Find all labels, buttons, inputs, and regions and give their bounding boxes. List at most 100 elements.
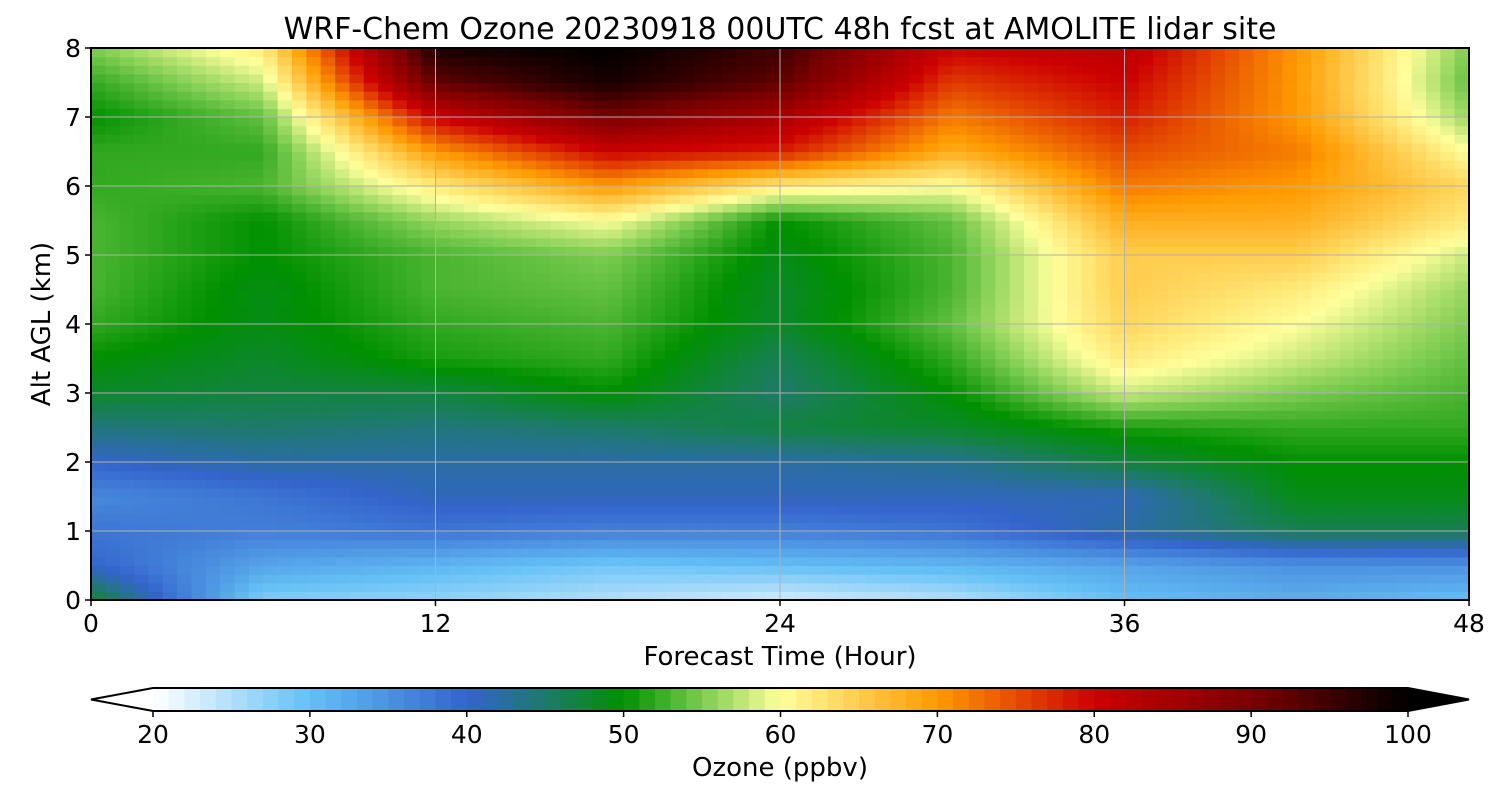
heatmap-cell xyxy=(708,496,724,506)
heatmap-cell xyxy=(607,289,623,299)
heatmap-cell xyxy=(1110,211,1126,222)
heatmap-cell xyxy=(1425,280,1441,291)
heatmap-cell xyxy=(780,513,795,523)
heatmap-cell xyxy=(177,289,193,299)
heatmap-cell xyxy=(607,186,623,196)
heatmap-cell xyxy=(607,418,623,429)
heatmap-cell xyxy=(1181,263,1197,273)
heatmap-cell xyxy=(134,591,150,601)
heatmap-cell xyxy=(636,220,652,230)
heatmap-cell xyxy=(1124,168,1140,178)
heatmap-cell xyxy=(177,582,193,592)
heatmap-cell xyxy=(1454,246,1470,256)
heatmap-cell xyxy=(1311,220,1327,230)
heatmap-cell xyxy=(1382,306,1398,316)
heatmap-cell xyxy=(1382,522,1398,532)
heatmap-cell xyxy=(765,418,781,429)
heatmap-cell xyxy=(91,367,106,377)
heatmap-cell xyxy=(378,470,394,480)
heatmap-cell xyxy=(263,246,279,256)
heatmap-cell xyxy=(765,556,781,567)
heatmap-cell xyxy=(492,531,508,541)
heatmap-cell xyxy=(191,151,207,161)
heatmap-cell xyxy=(880,160,896,170)
heatmap-cell xyxy=(1138,479,1154,489)
heatmap-cell xyxy=(1052,315,1068,325)
heatmap-cell xyxy=(1038,272,1054,282)
heatmap-cell xyxy=(550,393,566,403)
heatmap-cell xyxy=(579,298,594,308)
heatmap-cell xyxy=(220,255,236,265)
heatmap-cell xyxy=(435,565,451,575)
heatmap-cell xyxy=(794,151,810,161)
heatmap-cell xyxy=(363,531,379,541)
heatmap-cell xyxy=(679,393,695,403)
heatmap-cell xyxy=(1354,255,1370,265)
heatmap-cell xyxy=(851,349,867,360)
heatmap-cell xyxy=(421,237,437,247)
heatmap-cell xyxy=(1038,315,1054,325)
heatmap-cell xyxy=(1138,522,1154,532)
heatmap-cell xyxy=(191,255,207,265)
heatmap-cell xyxy=(765,453,781,463)
heatmap-cell xyxy=(507,487,523,498)
heatmap-cell xyxy=(177,384,193,394)
heatmap-cell xyxy=(1397,444,1413,454)
heatmap-cell xyxy=(894,246,910,256)
heatmap-cell xyxy=(1425,272,1441,282)
heatmap-cell xyxy=(191,289,207,299)
heatmap-cell xyxy=(464,565,480,575)
heatmap-cell xyxy=(392,513,408,523)
heatmap-cell xyxy=(808,565,824,575)
heatmap-cell xyxy=(966,160,982,170)
heatmap-cell xyxy=(794,462,810,472)
heatmap-cell xyxy=(751,220,767,230)
heatmap-cell xyxy=(1282,211,1298,222)
heatmap-cell xyxy=(1440,513,1456,523)
heatmap-cell xyxy=(1196,186,1212,196)
heatmap-cell xyxy=(1210,246,1226,256)
heatmap-cell xyxy=(1339,522,1355,532)
heatmap-cell xyxy=(248,203,264,213)
heatmap-cell xyxy=(220,418,236,429)
heatmap-cell xyxy=(1167,263,1183,273)
heatmap-cell xyxy=(1138,315,1154,325)
heatmap-cell xyxy=(1196,418,1212,429)
heatmap-cell xyxy=(335,418,350,429)
heatmap-cell xyxy=(622,513,638,523)
heatmap-cell xyxy=(119,487,135,498)
heatmap-cell xyxy=(866,401,882,411)
heatmap-cell xyxy=(607,255,623,265)
heatmap-cell xyxy=(622,591,638,601)
heatmap-cell xyxy=(320,255,336,265)
heatmap-cell xyxy=(808,418,824,429)
heatmap-cell xyxy=(1440,462,1456,472)
heatmap-cell xyxy=(1425,513,1441,523)
heatmap-cell xyxy=(478,436,494,446)
heatmap-cell xyxy=(564,246,580,256)
heatmap-cell xyxy=(780,298,795,308)
heatmap-cell xyxy=(535,393,551,403)
heatmap-cell xyxy=(1397,539,1413,549)
heatmap-cell xyxy=(507,531,523,541)
heatmap-cell xyxy=(607,272,623,282)
heatmap-cell xyxy=(937,280,953,291)
heatmap-cell xyxy=(205,418,221,429)
heatmap-cell xyxy=(263,427,279,437)
heatmap-cell xyxy=(1052,367,1068,377)
heatmap-cell xyxy=(134,168,150,178)
heatmap-cell xyxy=(1368,367,1384,377)
heatmap-cell xyxy=(1052,531,1068,541)
heatmap-cell xyxy=(1239,237,1255,247)
heatmap-cell xyxy=(1411,237,1427,247)
heatmap-cell xyxy=(1354,168,1370,178)
heatmap-cell xyxy=(492,513,508,523)
heatmap-cell xyxy=(363,565,379,575)
heatmap-cell xyxy=(335,375,350,385)
heatmap-cell xyxy=(966,229,982,239)
heatmap-cell xyxy=(1038,194,1054,204)
heatmap-cell xyxy=(392,263,408,273)
heatmap-cell xyxy=(335,194,350,204)
heatmap-cell xyxy=(162,272,178,282)
heatmap-cell xyxy=(665,349,681,360)
